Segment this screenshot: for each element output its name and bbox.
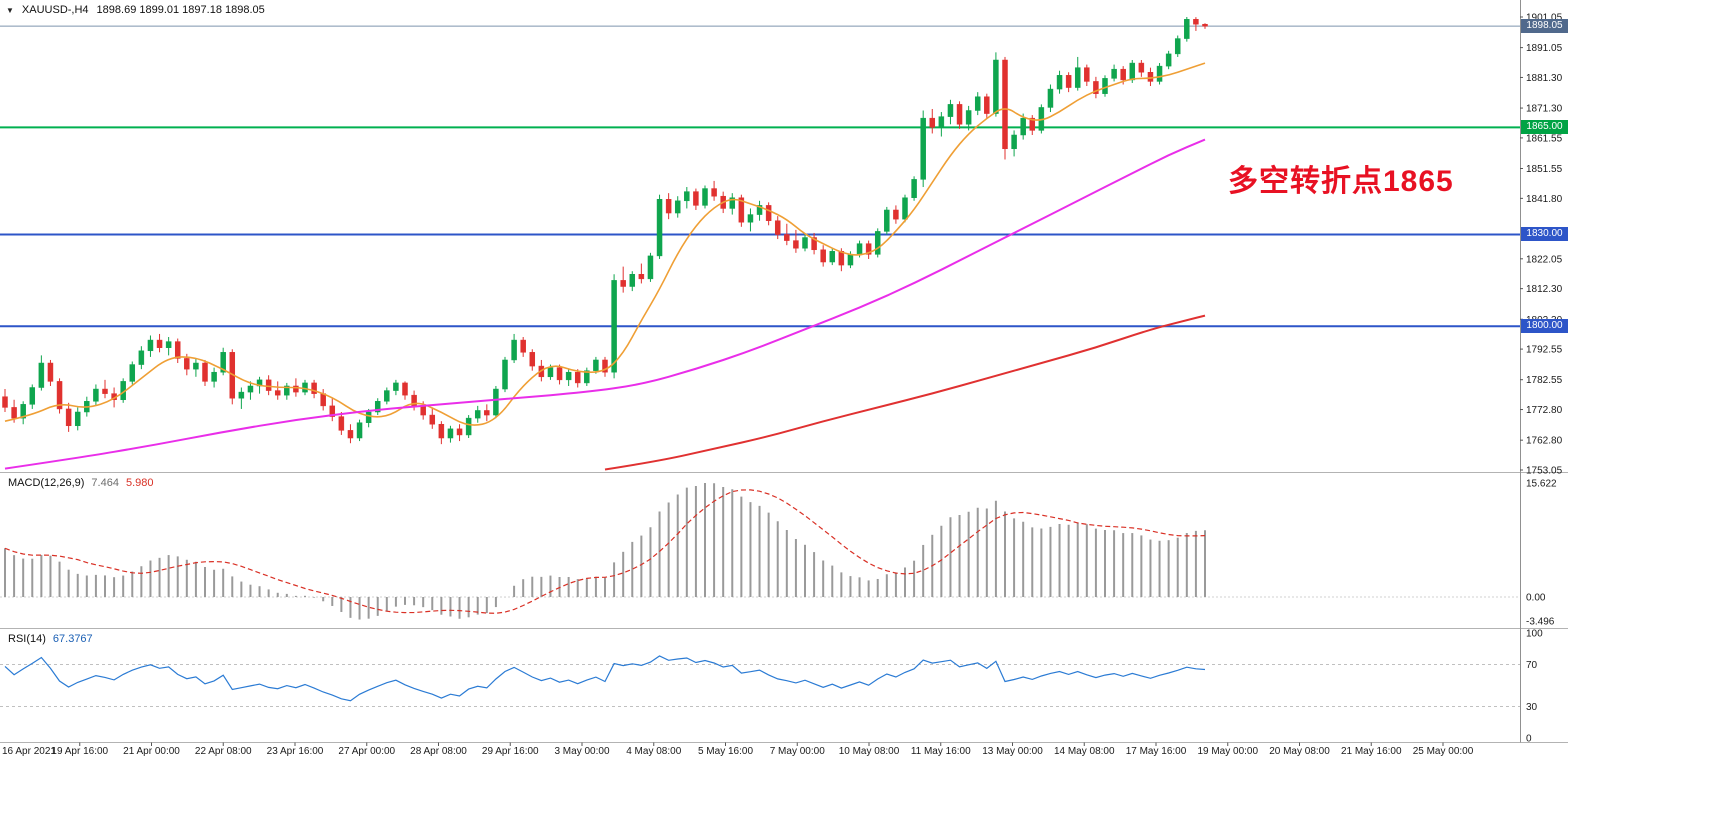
rsi-name: RSI(14) [8,633,46,645]
svg-text:1851.55: 1851.55 [1526,164,1563,175]
svg-text:70: 70 [1526,660,1538,671]
svg-text:13 May 00:00: 13 May 00:00 [982,746,1043,757]
macd-name: MACD(12,26,9) [8,477,85,489]
svg-text:30: 30 [1526,702,1538,713]
svg-text:1753.05: 1753.05 [1526,466,1563,477]
svg-text:0: 0 [1526,734,1532,745]
svg-text:1871.30: 1871.30 [1526,104,1563,115]
svg-text:21 Apr 00:00: 21 Apr 00:00 [123,746,180,757]
svg-text:19 Apr 16:00: 19 Apr 16:00 [51,746,108,757]
svg-text:16 Apr 2021: 16 Apr 2021 [2,746,56,757]
svg-text:1792.55: 1792.55 [1526,345,1563,356]
hline-price-tag-1830.00[interactable]: 1830.00 [1521,227,1568,241]
svg-text:29 Apr 16:00: 29 Apr 16:00 [482,746,539,757]
collapse-arrow-icon[interactable]: ▼ [6,5,14,15]
svg-text:10 May 08:00: 10 May 08:00 [839,746,900,757]
macd-signal-line [4,489,1206,614]
svg-text:7 May 00:00: 7 May 00:00 [770,746,825,757]
macd-indicator-label: MACD(12,26,9) 7.464 5.980 [8,477,153,489]
svg-text:-3.496: -3.496 [1526,617,1555,628]
svg-text:14 May 08:00: 14 May 08:00 [1054,746,1115,757]
svg-text:28 Apr 08:00: 28 Apr 08:00 [410,746,467,757]
pane-separators [0,0,1568,743]
text-annotation-turning-point[interactable]: 多空转折点1865 [1228,165,1454,198]
svg-text:1782.55: 1782.55 [1526,375,1563,386]
macd-signal-value: 5.980 [125,477,154,489]
svg-text:1861.55: 1861.55 [1526,133,1563,144]
svg-text:20 May 08:00: 20 May 08:00 [1269,746,1330,757]
svg-text:11 May 16:00: 11 May 16:00 [911,746,971,757]
hline-price-tag-1865.00[interactable]: 1865.00 [1521,120,1568,134]
svg-text:1881.30: 1881.30 [1526,73,1563,84]
svg-text:1841.80: 1841.80 [1526,194,1563,205]
svg-text:1891.05: 1891.05 [1526,43,1563,54]
symbol-timeframe-label: XAUUSD-,H4 [21,4,89,16]
rsi-axis-labels[interactable]: 100 70 30 0 [1526,629,1543,745]
svg-text:1772.80: 1772.80 [1526,405,1563,416]
macd-axis-labels[interactable]: 15.622 0.00 -3.496 [1526,479,1557,628]
chart-canvas[interactable]: 1901.05 1891.05 1881.30 1871.30 1861.55 1851.… [0,0,1728,762]
svg-text:1762.80: 1762.80 [1526,436,1563,447]
svg-text:5 May 16:00: 5 May 16:00 [698,746,753,757]
macd-main-value: 7.464 [91,477,119,489]
hline-price-tag-1800.00[interactable]: 1800.00 [1521,319,1568,333]
svg-text:1812.30: 1812.30 [1526,284,1563,295]
rsi-value: 67.3767 [52,633,93,645]
svg-text:15.622: 15.622 [1526,479,1557,490]
macd-histogram [4,483,1206,620]
ma-fast-line[interactable] [4,62,1206,426]
svg-text:4 May 08:00: 4 May 08:00 [626,746,681,757]
svg-text:19 May 00:00: 19 May 00:00 [1197,746,1258,757]
ma-slow-line[interactable] [604,314,1206,471]
svg-text:1822.05: 1822.05 [1526,254,1563,265]
svg-text:100: 100 [1526,629,1543,640]
bid-price-tag: 1898.05 [1521,19,1568,33]
svg-text:21 May 16:00: 21 May 16:00 [1341,746,1402,757]
svg-text:3 May 00:00: 3 May 00:00 [554,746,609,757]
svg-text:17 May 16:00: 17 May 16:00 [1126,746,1187,757]
svg-text:25 May 00:00: 25 May 00:00 [1413,746,1474,757]
svg-text:1901.05: 1901.05 [1526,13,1563,24]
svg-text:27 Apr 00:00: 27 Apr 00:00 [338,746,395,757]
svg-text:0.00: 0.00 [1526,593,1546,604]
horizontal-lines-layer[interactable] [0,126,1520,328]
chart-title-bar: ▼ XAUUSD-,H4 1898.69 1899.01 1897.18 189… [6,4,265,16]
price-axis[interactable]: 1901.05 1891.05 1881.30 1871.30 1861.55 1851.… [1520,13,1563,477]
ohlc-readout: 1898.69 1899.01 1897.18 1898.05 [96,4,265,16]
ma-mid-line[interactable] [4,138,1206,470]
candles-layer[interactable] [2,17,1208,445]
rsi-line [4,655,1206,702]
svg-text:23 Apr 16:00: 23 Apr 16:00 [267,746,324,757]
svg-text:22 Apr 08:00: 22 Apr 08:00 [195,746,252,757]
rsi-indicator-label: RSI(14) 67.3767 [8,633,93,645]
